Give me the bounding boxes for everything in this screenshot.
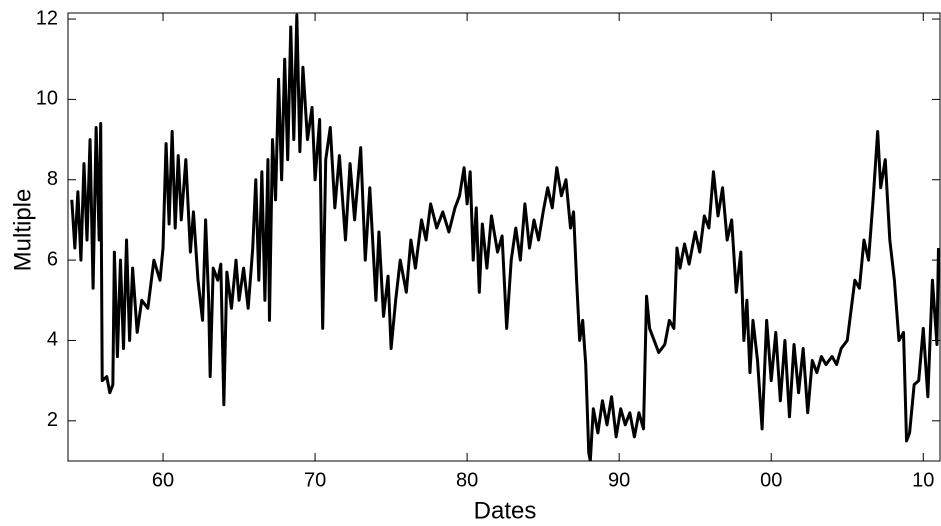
y-tick-label: 8 (47, 168, 58, 190)
y-tick-label: 10 (36, 88, 58, 110)
x-axis-title: Dates (474, 497, 537, 524)
data-line (70, 13, 940, 461)
x-tick-label: 80 (456, 469, 478, 491)
x-tick-label: 90 (608, 469, 630, 491)
x-tick-label: 10 (912, 469, 934, 491)
y-tick-label: 6 (47, 248, 58, 270)
y-tick-label: 12 (36, 7, 58, 29)
y-axis-title: Multiple (9, 189, 36, 272)
plot-frame (67, 12, 941, 462)
y-tick-label: 4 (47, 329, 58, 351)
x-tick-label: 60 (152, 469, 174, 491)
x-tick-label: 00 (760, 469, 782, 491)
x-tick-label: 70 (304, 469, 326, 491)
y-tick-label: 2 (47, 409, 58, 431)
